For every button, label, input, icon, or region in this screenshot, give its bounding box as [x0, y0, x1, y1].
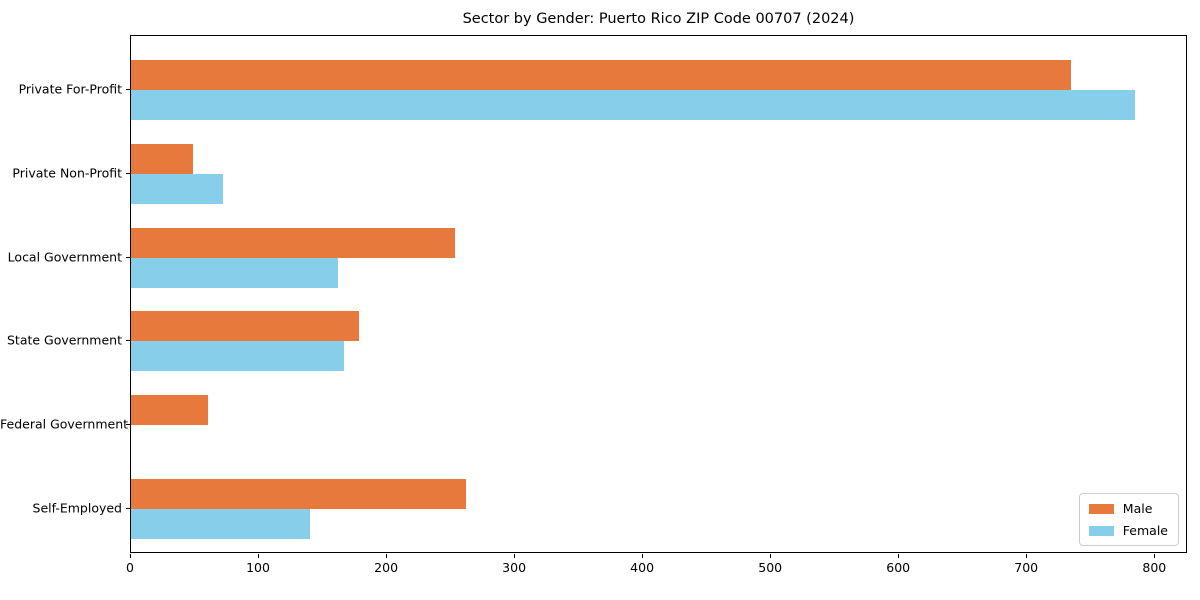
x-tick-mark	[770, 554, 772, 558]
y-tick-mark	[126, 89, 130, 90]
x-tick-label-500: 500	[758, 560, 783, 575]
y-tick-label-federal-government: Federal Government	[0, 416, 129, 432]
bar-male-private-for-profit	[131, 60, 1071, 90]
y-tick-label-local-government: Local Government	[7, 249, 122, 265]
x-tick-mark	[386, 554, 388, 558]
legend-swatch-female	[1088, 525, 1114, 536]
legend-swatch-male	[1088, 503, 1114, 514]
x-tick-label-800: 800	[1142, 560, 1167, 575]
legend-item-female: Female	[1088, 523, 1168, 538]
bar-female-local-government	[131, 257, 339, 288]
x-tick-label-0: 0	[126, 560, 134, 575]
y-tick-label-self-employed: Self-Employed	[32, 500, 122, 516]
y-tick-mark	[126, 424, 130, 426]
bar-male-self-employed	[131, 479, 467, 509]
x-tick-mark	[1026, 554, 1028, 558]
legend-label-female: Female	[1122, 523, 1168, 538]
x-tick-mark	[898, 554, 900, 558]
x-tick-label-700: 700	[1014, 560, 1039, 575]
x-tick-label-600: 600	[886, 560, 911, 575]
x-tick-label-200: 200	[374, 560, 399, 575]
bar-female-private-for-profit	[131, 90, 1135, 120]
x-tick-mark	[642, 554, 644, 558]
legend-label-male: Male	[1122, 501, 1153, 516]
bar-male-local-government	[131, 227, 455, 258]
y-tick-mark	[126, 340, 130, 342]
y-tick-mark	[126, 508, 130, 509]
bar-female-state-government	[131, 341, 344, 372]
x-tick-mark	[1154, 554, 1156, 558]
y-tick-label-private-non-profit: Private Non-Profit	[12, 165, 122, 181]
plot-area: Male Female	[130, 35, 1187, 553]
legend: Male Female	[1078, 493, 1179, 546]
chart-title: Sector by Gender: Puerto Rico ZIP Code 0…	[462, 11, 855, 27]
bar-female-private-non-profit	[131, 173, 224, 204]
x-tick-mark	[130, 554, 131, 558]
bar-female-self-employed	[131, 509, 311, 539]
x-tick-mark	[514, 554, 516, 558]
x-tick-label-400: 400	[630, 560, 655, 575]
y-tick-mark	[126, 256, 130, 258]
bar-male-private-non-profit	[131, 143, 193, 174]
y-tick-label-state-government: State Government	[6, 332, 122, 348]
bar-male-federal-government	[131, 395, 208, 426]
legend-item-male: Male	[1088, 501, 1168, 516]
y-tick-mark	[126, 172, 130, 174]
x-tick-mark	[258, 554, 259, 558]
bar-male-state-government	[131, 311, 359, 342]
x-tick-label-100: 100	[246, 560, 270, 575]
x-tick-label-300: 300	[502, 560, 527, 575]
y-tick-label-private-for-profit: Private For-Profit	[18, 81, 122, 97]
